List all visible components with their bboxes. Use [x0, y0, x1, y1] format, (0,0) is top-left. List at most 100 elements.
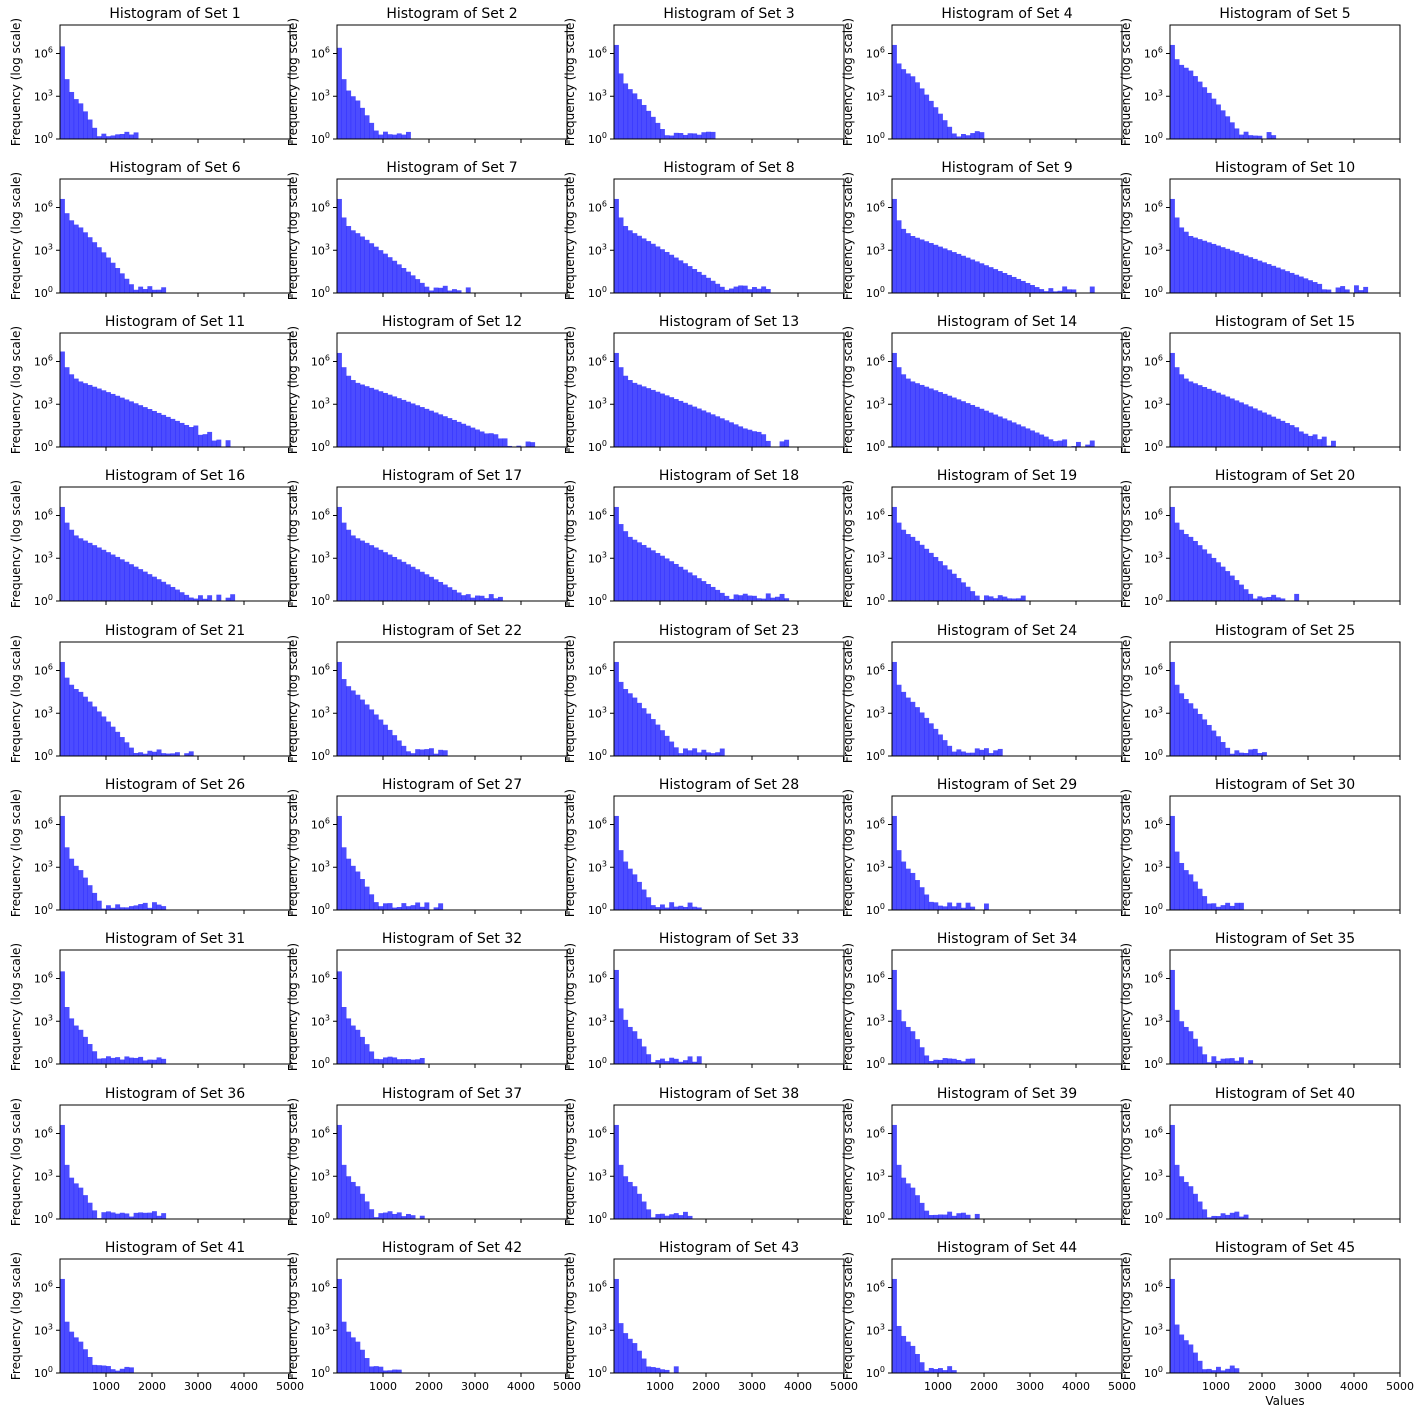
y-axis-label: Frequency (log scale): [9, 1098, 23, 1226]
y-axis-label: Frequency (log scale): [841, 1252, 855, 1380]
y-axis-label: Frequency (log scale): [1119, 789, 1133, 917]
histogram-bar: [1216, 562, 1221, 601]
histogram-bar: [392, 1369, 398, 1373]
histogram-bar: [724, 289, 730, 293]
histogram-bar: [110, 554, 116, 601]
histogram-bar: [947, 250, 953, 293]
y-tick-label: 106: [1144, 1126, 1163, 1141]
histogram-bar: [974, 595, 980, 601]
histogram-bar: [1225, 902, 1231, 910]
histogram-bar: [383, 552, 388, 601]
histogram-bar: [184, 594, 190, 601]
histogram-bar: [965, 752, 971, 756]
histogram-bar: [701, 410, 707, 447]
histogram-bar: [392, 556, 398, 601]
histogram-bar: [64, 79, 70, 139]
axes-frame: [59, 1104, 291, 1220]
histogram-bar: [69, 91, 75, 139]
y-tick-label: 100: [588, 593, 607, 608]
histogram-bar: [73, 99, 79, 139]
axes-frame: [891, 178, 1123, 294]
x-tick-label: 1000: [92, 1380, 120, 1393]
histogram-bar: [60, 506, 65, 601]
subplot-set-19: Histogram of Set 19 100 103 106 Frequency (l…: [841, 468, 1123, 608]
histogram-bar: [442, 416, 448, 447]
histogram-bar: [933, 1059, 939, 1064]
histogram-bar: [142, 753, 148, 756]
histogram-bar: [110, 1057, 116, 1064]
histogram-bar: [96, 1058, 102, 1064]
histogram-bar: [1216, 104, 1221, 139]
histogram-bar: [92, 892, 98, 910]
histogram-bar: [341, 79, 347, 139]
histogram-bar: [938, 392, 943, 447]
histogram-bar: [1252, 598, 1258, 601]
histogram-bar: [919, 384, 925, 447]
histogram-bar: [664, 395, 670, 447]
histogram-bar: [387, 1211, 393, 1219]
histogram-bar: [406, 1213, 411, 1219]
histogram-bar: [1239, 752, 1244, 756]
histogram-bar: [1257, 410, 1263, 447]
axes-frame: [613, 24, 845, 140]
histogram-bar: [947, 902, 953, 910]
subplot-set-6: Histogram of Set 6 100 103 106 Frequency (lo…: [9, 160, 291, 300]
y-tick-label: 100: [311, 285, 330, 300]
histogram-bar: [350, 230, 356, 293]
histogram-bar: [406, 906, 411, 910]
histogram-bar: [706, 412, 711, 447]
y-tick-label: 100: [588, 439, 607, 454]
histogram-bar: [1089, 286, 1095, 293]
histogram-bar: [618, 217, 624, 293]
histogram-bar: [60, 1278, 65, 1373]
histogram-bar: [1303, 278, 1309, 293]
histogram-bar: [1206, 903, 1212, 910]
histogram-bar: [78, 103, 84, 140]
histogram-bar: [115, 1370, 121, 1373]
y-tick-label: 103: [34, 705, 53, 720]
histogram-bar: [951, 133, 957, 139]
histogram-bar: [364, 542, 370, 601]
histogram-bar: [152, 1211, 157, 1219]
histogram-bar: [938, 734, 943, 756]
subplot-title: Histogram of Set 42: [382, 1240, 522, 1256]
histogram-bar: [156, 579, 162, 601]
histogram-bar: [115, 731, 121, 756]
histogram-bar: [673, 257, 679, 293]
histogram-bar: [410, 403, 416, 447]
histogram-bar: [1298, 276, 1304, 293]
histogram-bar: [383, 1057, 388, 1064]
histogram-bar: [1197, 1360, 1203, 1373]
subplot-set-15: Histogram of Set 15 100 103 106 Frequency (l…: [1119, 314, 1401, 454]
histogram-bar: [1062, 439, 1068, 447]
histogram-bar: [1321, 436, 1327, 447]
histogram-bar: [1202, 1054, 1208, 1064]
histogram-bar: [1183, 534, 1189, 601]
y-axis-label: Frequency (log scale): [9, 172, 23, 300]
histogram-bar: [614, 661, 619, 756]
histogram-bar: [369, 894, 375, 910]
histogram-bar: [161, 287, 167, 293]
histogram-bar: [216, 439, 222, 447]
histogram-bar: [1193, 1038, 1198, 1064]
histogram-bar: [124, 907, 130, 910]
histogram-bar: [119, 559, 125, 601]
histogram-bar: [96, 247, 102, 293]
histogram-bar: [974, 748, 980, 756]
histogram-bar: [507, 445, 513, 447]
histogram-bar: [660, 393, 665, 447]
histogram-bar: [687, 133, 693, 139]
histogram-bar: [692, 906, 698, 910]
histogram-bar: [1220, 247, 1226, 293]
histogram-bar: [618, 850, 624, 910]
y-tick-label: 100: [34, 439, 53, 454]
y-tick-label: 106: [1144, 354, 1163, 369]
histogram-bar: [1225, 396, 1231, 447]
histogram-bar: [124, 278, 130, 293]
histogram-bar: [438, 414, 444, 447]
histogram-bar: [701, 581, 707, 601]
histogram-bar: [696, 1056, 702, 1064]
histogram-bar: [419, 1058, 425, 1064]
histogram-bar: [687, 572, 693, 601]
x-tick-label: 5000: [276, 1380, 304, 1393]
